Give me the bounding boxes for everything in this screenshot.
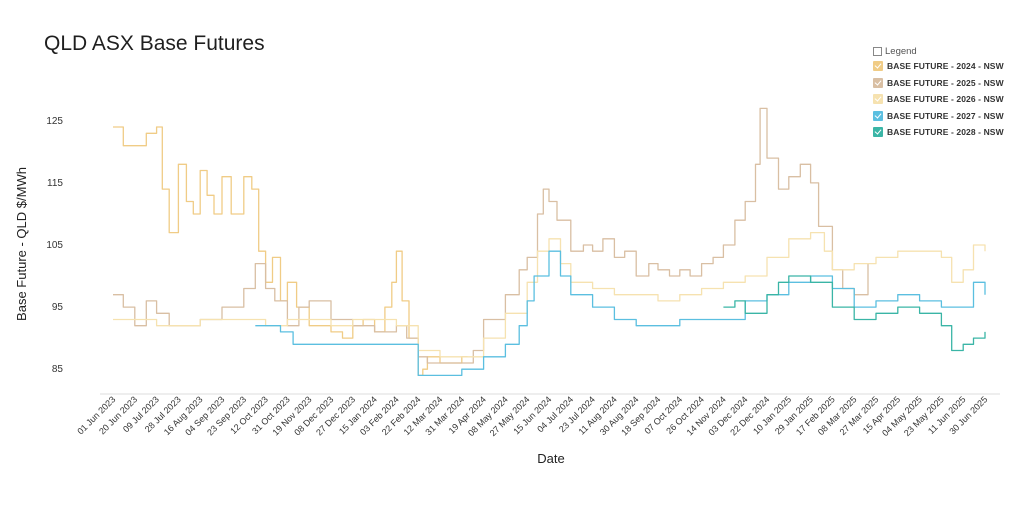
legend-check-icon[interactable] [873, 61, 883, 72]
legend-item[interactable]: BASE FUTURE - 2024 - NSW [873, 58, 1004, 75]
legend-items: BASE FUTURE - 2024 - NSW BASE FUTURE - 20… [873, 58, 1004, 141]
series-line-5[interactable] [723, 275, 986, 352]
legend-item[interactable]: BASE FUTURE - 2028 - NSW [873, 124, 1004, 141]
legend-header: Legend [873, 44, 1004, 58]
y-tick-label: 85 [52, 364, 64, 375]
legend-item-label: BASE FUTURE - 2025 - NSW [887, 77, 1004, 88]
legend-check-icon[interactable] [873, 77, 883, 88]
y-tick-label: 105 [46, 240, 63, 251]
y-tick-label: 125 [46, 116, 63, 127]
x-axis-label: Date [537, 451, 564, 466]
legend-item-label: BASE FUTURE - 2028 - NSW [887, 127, 1004, 138]
series-line-2[interactable] [113, 107, 869, 364]
legend-item-label: BASE FUTURE - 2024 - NSW [887, 61, 1004, 72]
legend-item-label: BASE FUTURE - 2027 - NSW [887, 110, 1004, 121]
series-lines [113, 107, 986, 377]
series-line-4[interactable] [255, 250, 986, 377]
chart-title: QLD ASX Base Futures [44, 32, 265, 55]
y-tick-labels: 85 95 105 115 125 [46, 116, 63, 375]
y-axis-label: Base Future - QLD $/MWh [14, 167, 29, 321]
legend-check-icon[interactable] [873, 127, 883, 138]
legend-item[interactable]: BASE FUTURE - 2026 - NSW [873, 91, 1004, 108]
legend-title: Legend [885, 45, 917, 57]
legend: Legend BASE FUTURE - 2024 - NSW BASE FUTU… [873, 44, 1004, 141]
y-tick-label: 115 [47, 178, 63, 189]
series-line-3[interactable] [113, 231, 986, 358]
legend-check-icon[interactable] [873, 94, 883, 105]
legend-item-label: BASE FUTURE - 2026 - NSW [887, 94, 1004, 105]
legend-item[interactable]: BASE FUTURE - 2025 - NSW [873, 75, 1004, 92]
y-tick-label: 95 [52, 302, 64, 313]
legend-checkbox-icon[interactable] [873, 46, 882, 56]
legend-check-icon[interactable] [873, 110, 883, 121]
legend-item[interactable]: BASE FUTURE - 2027 - NSW [873, 108, 1004, 125]
